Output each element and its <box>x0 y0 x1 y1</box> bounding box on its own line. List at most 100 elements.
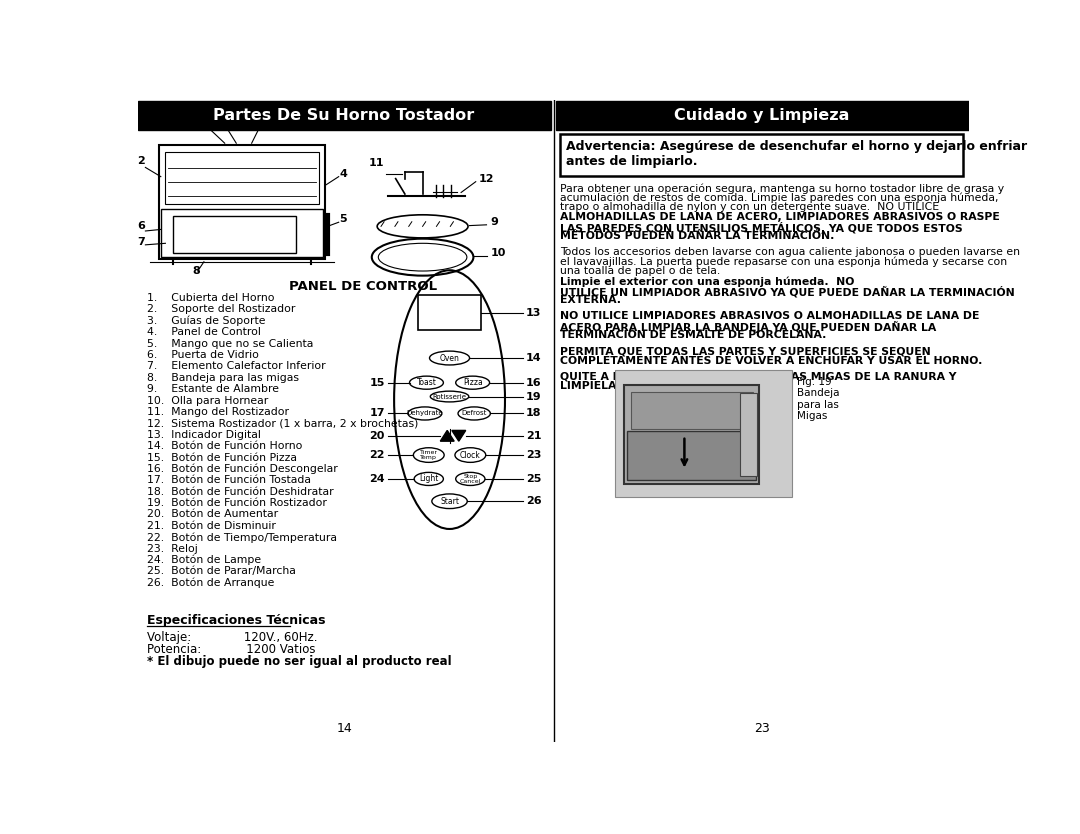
Text: 21: 21 <box>526 431 541 441</box>
Text: Clock: Clock <box>460 450 481 460</box>
Text: 12.  Sistema Rostizador (1 x barra, 2 x brochetas): 12. Sistema Rostizador (1 x barra, 2 x b… <box>147 419 418 429</box>
Bar <box>159 145 325 259</box>
Text: Todos los accesorios deben lavarse con agua caliente jabonosa o pueden lavarse e: Todos los accesorios deben lavarse con a… <box>559 247 1020 257</box>
Text: 3.    Guías de Soporte: 3. Guías de Soporte <box>147 315 266 326</box>
Text: Toast: Toast <box>417 378 436 387</box>
Text: 17.  Botón de Función Tostada: 17. Botón de Función Tostada <box>147 475 311 485</box>
Text: 24: 24 <box>369 474 384 484</box>
Text: 14.  Botón de Función Horno: 14. Botón de Función Horno <box>147 441 302 451</box>
Text: 16: 16 <box>526 378 541 388</box>
Bar <box>556 101 970 130</box>
Bar <box>161 209 323 257</box>
Text: Limpie el exterior con una esponja húmeda.  NO: Limpie el exterior con una esponja húmed… <box>559 276 854 287</box>
Bar <box>137 101 551 130</box>
Text: 9.    Estante de Alambre: 9. Estante de Alambre <box>147 384 279 394</box>
Text: 10: 10 <box>490 248 505 258</box>
Text: 20: 20 <box>369 431 384 441</box>
Text: 26: 26 <box>526 496 541 506</box>
Text: 22.  Botón de Tiempo/Temperatura: 22. Botón de Tiempo/Temperatura <box>147 532 337 543</box>
Text: 7: 7 <box>137 237 145 247</box>
Polygon shape <box>451 430 465 441</box>
Text: 23: 23 <box>754 722 770 735</box>
Text: trapo o almohadilla de nylon y con un detergente suave.  NO UTILICE: trapo o almohadilla de nylon y con un de… <box>559 203 939 213</box>
Text: el lavavajillas. La puerta puede repasarse con una esponja húmeda y secarse con: el lavavajillas. La puerta puede repasar… <box>559 257 1007 267</box>
Bar <box>165 152 319 204</box>
Text: 23.  Reloj: 23. Reloj <box>147 544 198 554</box>
Text: Para obtener una operación segura, mantenga su horno tostador libre de grasa y: Para obtener una operación segura, mante… <box>559 183 1003 193</box>
Text: Rotisserie: Rotisserie <box>433 394 467 399</box>
Text: 8: 8 <box>192 266 200 276</box>
Text: 1: 1 <box>207 120 216 130</box>
Text: 22: 22 <box>369 450 384 460</box>
Text: 25.  Botón de Parar/Marcha: 25. Botón de Parar/Marcha <box>147 566 296 576</box>
Polygon shape <box>441 430 455 441</box>
Text: 21.  Botón de Disminuir: 21. Botón de Disminuir <box>147 521 275 531</box>
Text: 16.  Botón de Función Descongelar: 16. Botón de Función Descongelar <box>147 464 338 475</box>
Text: Pizza: Pizza <box>462 378 483 387</box>
Text: Advertencia: Asegúrese de desenchufar el horno y dejarlo enfriar
antes de limpia: Advertencia: Asegúrese de desenchufar el… <box>566 140 1027 168</box>
Text: 5: 5 <box>339 214 347 224</box>
Text: 2: 2 <box>137 156 145 166</box>
Text: 10.  Olla para Hornear: 10. Olla para Hornear <box>147 395 268 405</box>
Text: LIMPIELA. (Fig. 19): LIMPIELA. (Fig. 19) <box>559 381 676 391</box>
Text: Timer
Temp: Timer Temp <box>420 450 437 460</box>
Text: 19.  Botón de Función Rostizador: 19. Botón de Función Rostizador <box>147 498 327 508</box>
Text: 26.  Botón de Arranque: 26. Botón de Arranque <box>147 578 274 588</box>
Text: PERMITA QUE TODAS LAS PARTES Y SUPERFICIES SE SEQUEN: PERMITA QUE TODAS LAS PARTES Y SUPERFICI… <box>559 346 930 356</box>
Text: Cuidado y Limpieza: Cuidado y Limpieza <box>675 108 850 123</box>
Text: 15: 15 <box>369 378 384 388</box>
Text: MÉTODOS PUEDEN DAÑAR LA TERMINACIÓN.: MÉTODOS PUEDEN DAÑAR LA TERMINACIÓN. <box>559 231 834 242</box>
Text: 20.  Botón de Aumentar: 20. Botón de Aumentar <box>147 510 278 520</box>
Bar <box>173 216 296 253</box>
Text: 13: 13 <box>526 308 541 318</box>
Text: Dehydrate: Dehydrate <box>406 410 443 416</box>
Text: Defrost: Defrost <box>461 410 487 416</box>
Text: UTILICE UN LIMPIADOR ABRASIVO YA QUE PUEDE DAÑAR LA TERMINACIÓN: UTILICE UN LIMPIADOR ABRASIVO YA QUE PUE… <box>559 286 1014 297</box>
Text: Partes De Su Horno Tostador: Partes De Su Horno Tostador <box>214 108 475 123</box>
Text: 7.    Elemento Calefactor Inferior: 7. Elemento Calefactor Inferior <box>147 361 325 371</box>
Bar <box>616 370 793 497</box>
Text: Stop
Cancel: Stop Cancel <box>460 474 481 485</box>
Text: Light: Light <box>419 475 438 484</box>
Text: 8.    Bandeja para las migas: 8. Bandeja para las migas <box>147 373 299 383</box>
Text: 4: 4 <box>339 168 348 178</box>
Text: Voltaje:              120V., 60Hz.: Voltaje: 120V., 60Hz. <box>147 631 318 644</box>
Bar <box>559 134 963 175</box>
Text: 9: 9 <box>490 217 498 227</box>
Text: 14: 14 <box>526 353 541 363</box>
Bar <box>627 431 756 480</box>
Bar <box>740 393 757 476</box>
Bar <box>418 295 481 330</box>
Bar <box>631 392 753 430</box>
Text: Potencia:            1200 Vatios: Potencia: 1200 Vatios <box>147 642 315 656</box>
Text: 24.  Botón de Lampe: 24. Botón de Lampe <box>147 555 261 565</box>
Text: 13.  Indicador Digital: 13. Indicador Digital <box>147 430 260 440</box>
Text: 3: 3 <box>256 120 264 130</box>
Text: 17: 17 <box>369 409 384 419</box>
Text: Fig. 19
Bandeja
para las
Migas: Fig. 19 Bandeja para las Migas <box>797 376 839 421</box>
Text: TERMINACIÓN DE ESMALTE DE PORCELANA.: TERMINACIÓN DE ESMALTE DE PORCELANA. <box>559 330 826 340</box>
Text: COMPLETAMENTE ANTES DE VOLVER A ENCHUFAR Y USAR EL HORNO.: COMPLETAMENTE ANTES DE VOLVER A ENCHUFAR… <box>559 356 982 366</box>
Text: ACERO PARA LIMPIAR LA BANDEJA YA QUE PUEDEN DAÑAR LA: ACERO PARA LIMPIAR LA BANDEJA YA QUE PUE… <box>559 321 936 333</box>
Text: PANEL DE CONTROL: PANEL DE CONTROL <box>289 280 437 293</box>
Text: 14: 14 <box>336 722 352 735</box>
Text: 6: 6 <box>137 222 145 232</box>
Text: 18: 18 <box>526 409 541 419</box>
Text: 4.    Panel de Control: 4. Panel de Control <box>147 327 260 337</box>
Text: una toalla de papel o de tela.: una toalla de papel o de tela. <box>559 266 720 276</box>
Text: Oven: Oven <box>440 354 459 363</box>
Text: EXTERNA.: EXTERNA. <box>559 295 621 305</box>
Text: * El dibujo puede no ser igual al producto real: * El dibujo puede no ser igual al produc… <box>147 655 451 668</box>
Text: 2.    Soporte del Rostizador: 2. Soporte del Rostizador <box>147 304 295 314</box>
Text: 6.    Puerta de Vidrio: 6. Puerta de Vidrio <box>147 350 259 360</box>
Text: 23: 23 <box>526 450 541 460</box>
Text: 19: 19 <box>526 391 541 401</box>
Text: 2: 2 <box>225 120 232 130</box>
Text: 25: 25 <box>526 474 541 484</box>
Text: LAS PAREDES CON UTENSILIOS METÁLICOS, YA QUE TODOS ESTOS: LAS PAREDES CON UTENSILIOS METÁLICOS, YA… <box>559 222 962 234</box>
Text: 5.    Mango que no se Calienta: 5. Mango que no se Calienta <box>147 339 313 349</box>
Text: NO UTILICE LIMPIADORES ABRASIVOS O ALMOHADILLAS DE LANA DE: NO UTILICE LIMPIADORES ABRASIVOS O ALMOH… <box>559 311 980 321</box>
Text: ALMOHADILLAS DE LANA DE ACERO, LIMPIADORES ABRASIVOS O RASPE: ALMOHADILLAS DE LANA DE ACERO, LIMPIADOR… <box>559 212 999 222</box>
Bar <box>624 385 759 484</box>
Text: 11: 11 <box>368 158 384 168</box>
